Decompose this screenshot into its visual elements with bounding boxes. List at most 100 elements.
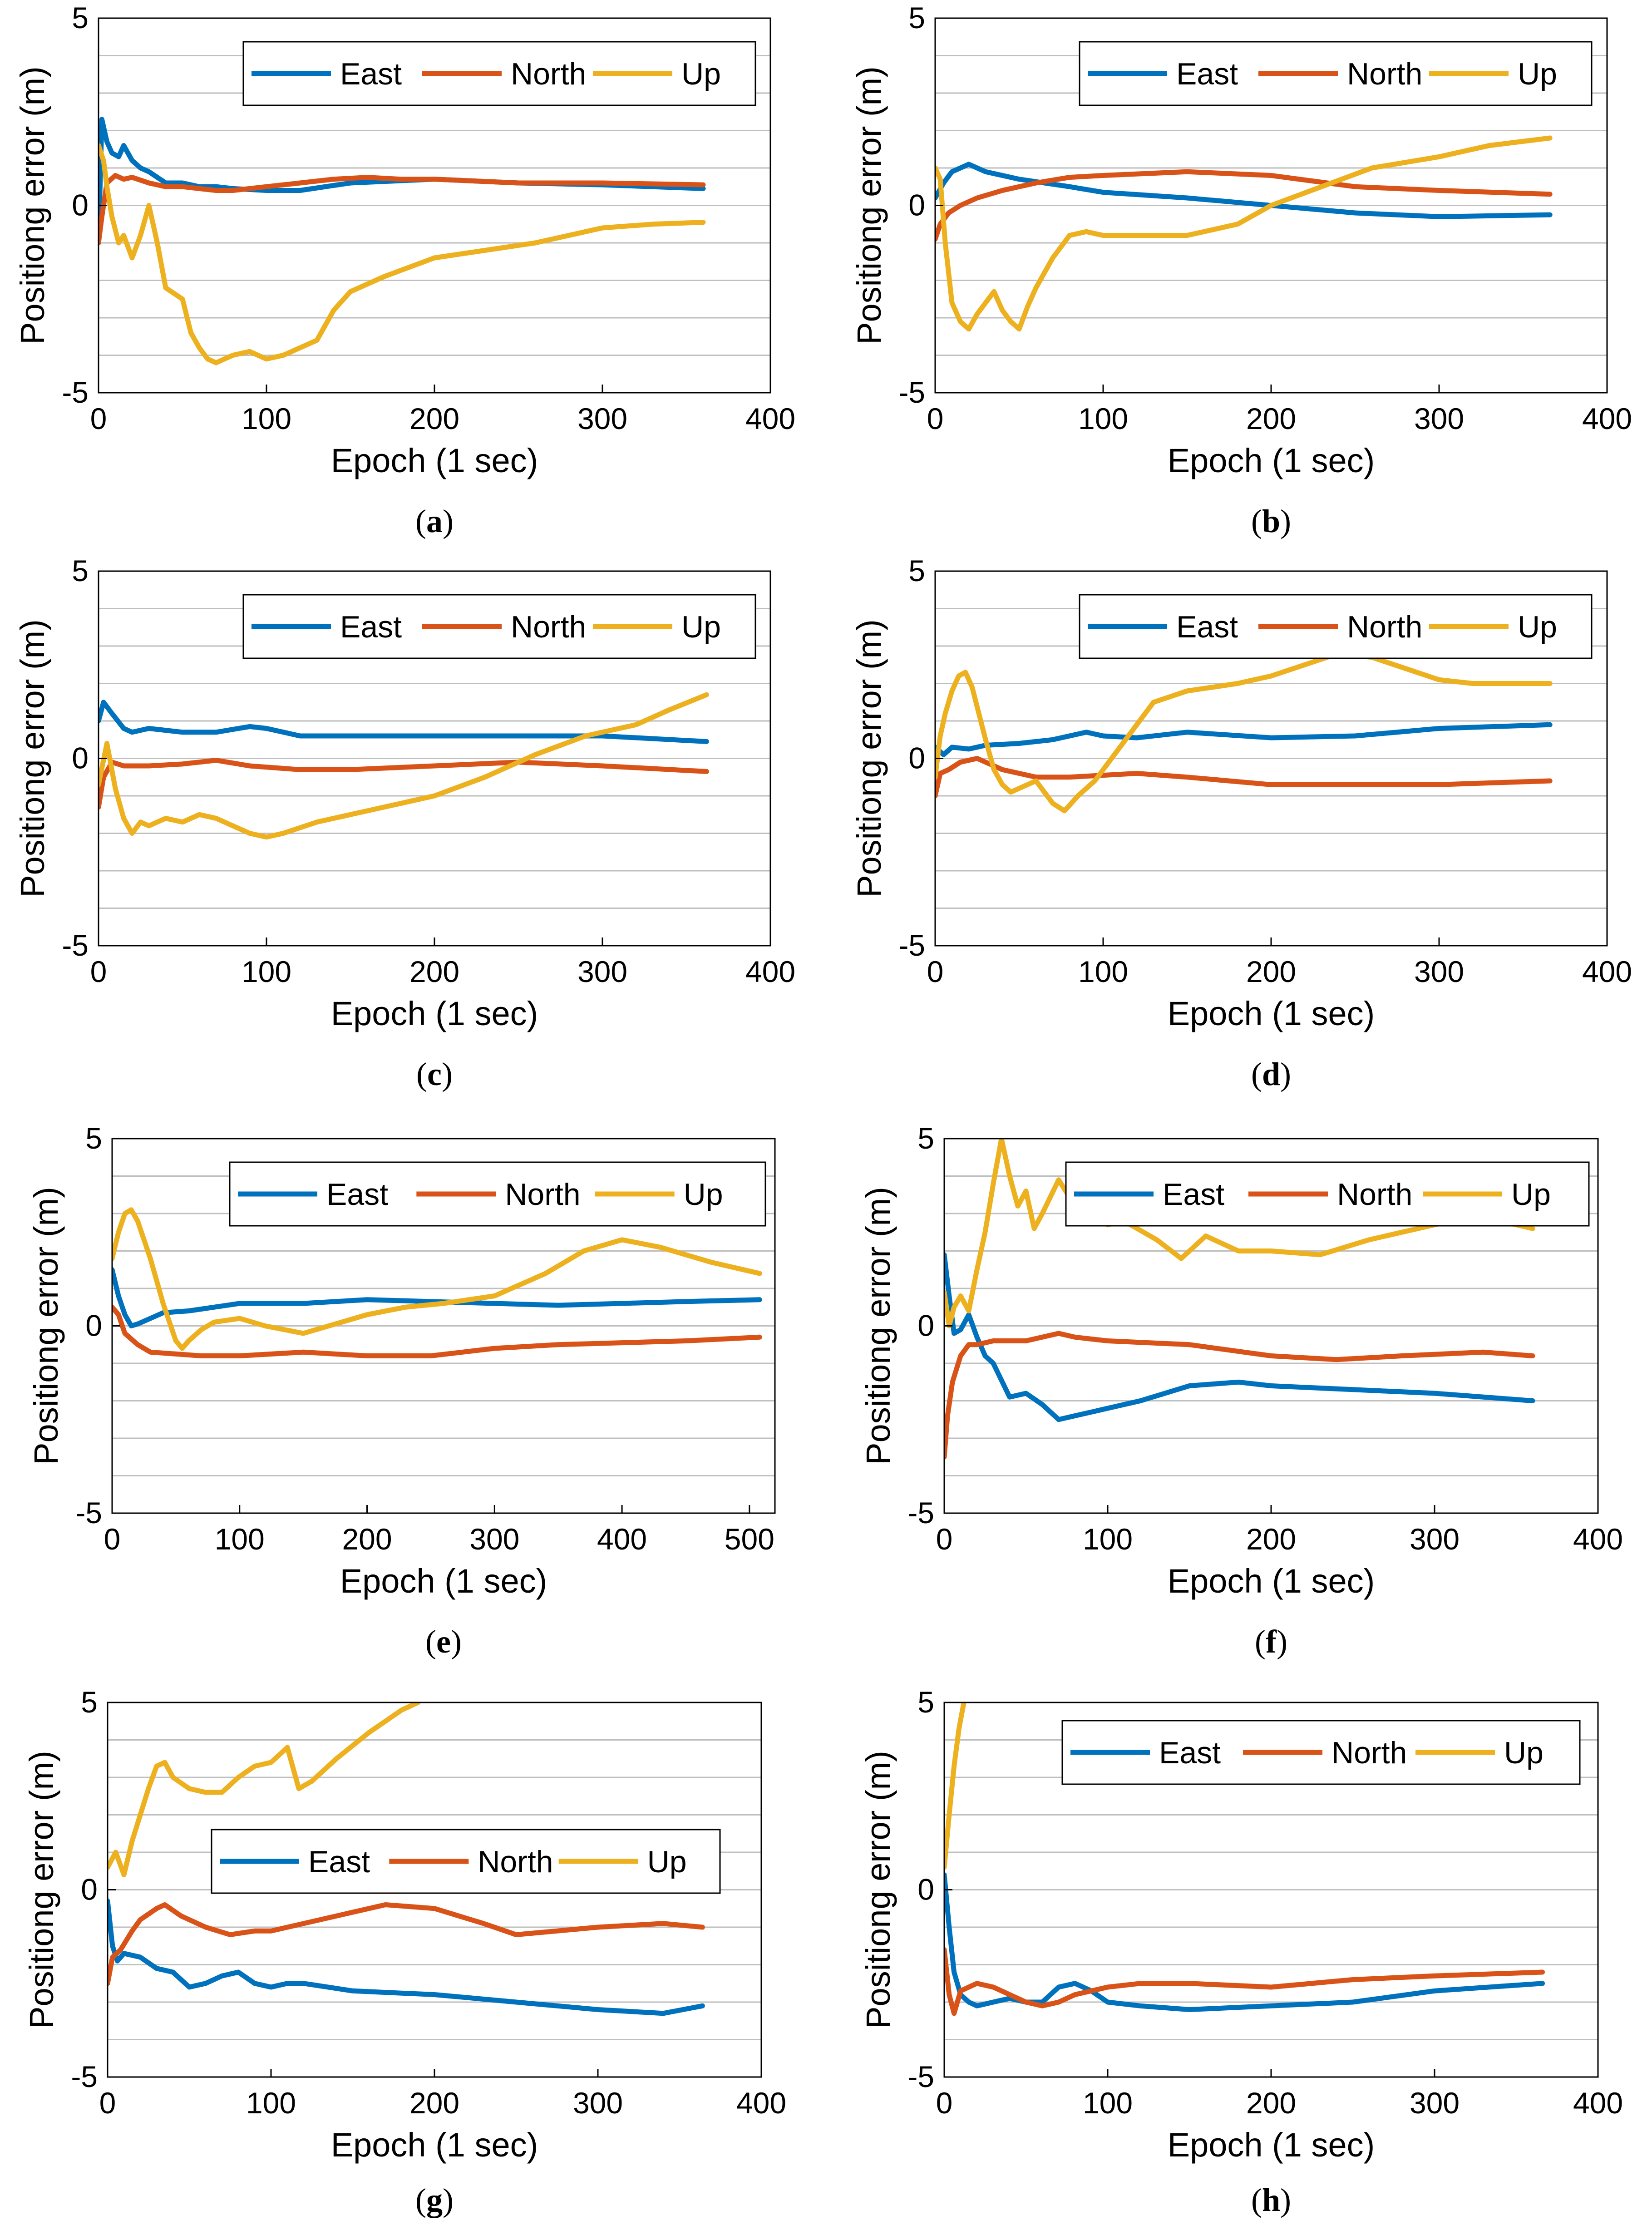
- y-tick-label: 5: [908, 1, 925, 35]
- series-line-north: [935, 169, 1553, 242]
- legend: East North Up: [242, 41, 756, 106]
- y-tick-label: -5: [898, 928, 925, 962]
- panel-caption: (g): [415, 2182, 454, 2218]
- y-axis-label: Positiong error (m): [14, 619, 51, 898]
- series-line-east: [935, 162, 1553, 219]
- y-axis-label: Positiong error (m): [27, 1187, 65, 1465]
- legend-label-east: East: [340, 610, 402, 644]
- y-axis-label: Positiong error (m): [14, 66, 51, 345]
- x-tick-label: 200: [1246, 955, 1296, 988]
- x-axis-label: Epoch (1 sec): [1168, 995, 1375, 1032]
- y-axis-label: Positiong error (m): [859, 1751, 897, 2029]
- series-line-up: [112, 1207, 762, 1351]
- y-tick-label: 5: [85, 1121, 102, 1155]
- y-tick-label: 0: [72, 741, 89, 775]
- x-tick-label: 400: [1573, 1522, 1623, 1556]
- legend-label-east: East: [340, 57, 402, 91]
- panel-caption: (h): [1251, 2182, 1291, 2218]
- legend-label-up: Up: [1511, 1177, 1551, 1212]
- x-tick-label: 200: [1246, 402, 1296, 435]
- x-tick-label: 200: [1246, 1522, 1296, 1556]
- panel-caption: (b): [1251, 503, 1291, 539]
- y-tick-label: 5: [917, 1685, 934, 1719]
- y-tick-label: 0: [908, 188, 925, 222]
- y-axis-label: Positiong error (m): [850, 66, 888, 345]
- legend-box: [229, 1161, 766, 1227]
- x-tick-label: 200: [409, 402, 459, 435]
- x-tick-label: 300: [577, 955, 627, 988]
- legend-label-north: North: [1347, 610, 1422, 644]
- y-tick-label: -5: [907, 2060, 934, 2093]
- x-axis-label: Epoch (1 sec): [331, 995, 538, 1032]
- series-line-north: [935, 756, 1553, 799]
- x-tick-label: 400: [1582, 402, 1632, 435]
- y-tick-label: 5: [917, 1121, 934, 1155]
- x-tick-label: 0: [90, 955, 107, 988]
- legend-label-north: North: [1337, 1177, 1412, 1212]
- series-line-east: [944, 1872, 1545, 2012]
- x-tick-label: 0: [90, 402, 107, 435]
- x-tick-label: 0: [927, 402, 944, 435]
- x-tick-label: 300: [1410, 1522, 1460, 1556]
- series-line-north: [99, 173, 706, 246]
- y-tick-label: 0: [917, 1873, 934, 1906]
- series-line-north: [108, 1902, 705, 1986]
- legend-label-east: East: [1176, 610, 1238, 644]
- legend-label-east: East: [308, 1845, 370, 1879]
- series-line-up: [99, 692, 709, 840]
- legend: East North Up: [211, 1829, 721, 1894]
- x-tick-label: 100: [1083, 2086, 1133, 2120]
- legend-label-north: North: [478, 1845, 553, 1879]
- y-tick-label: 0: [917, 1309, 934, 1342]
- x-tick-label: 500: [725, 1522, 774, 1556]
- x-tick-label: 100: [242, 955, 291, 988]
- x-tick-label: 300: [1414, 402, 1464, 435]
- x-tick-label: 300: [469, 1522, 519, 1556]
- y-tick-label: -5: [907, 1496, 934, 1530]
- x-tick-label: 100: [1078, 955, 1128, 988]
- legend-label-up: Up: [1518, 57, 1557, 91]
- x-tick-label: 300: [1414, 955, 1464, 988]
- legend: East North Up: [1079, 594, 1593, 659]
- x-axis-label: Epoch (1 sec): [331, 442, 538, 479]
- legend: East North Up: [1065, 1161, 1590, 1227]
- legend: East North Up: [242, 594, 756, 659]
- legend-label-up: Up: [684, 1177, 723, 1212]
- legend-label-north: North: [1347, 57, 1422, 91]
- x-tick-label: 300: [573, 2086, 623, 2120]
- panel-caption: (f): [1255, 1623, 1287, 1660]
- panel-caption: (d): [1251, 1056, 1291, 1092]
- series-line-north: [99, 758, 709, 810]
- series-line-east: [112, 1267, 762, 1328]
- legend-label-up: Up: [647, 1845, 687, 1879]
- legend-label-east: East: [326, 1177, 388, 1212]
- series-line-up: [944, 1702, 967, 1870]
- x-tick-label: 300: [1410, 2086, 1460, 2120]
- x-tick-label: 400: [597, 1522, 647, 1556]
- x-tick-label: 200: [409, 955, 459, 988]
- y-tick-label: 5: [908, 554, 925, 587]
- x-axis-label: Epoch (1 sec): [1168, 442, 1375, 479]
- legend-label-up: Up: [1518, 610, 1557, 644]
- panel-caption: (a): [415, 503, 454, 539]
- legend-label-north: North: [511, 57, 586, 91]
- y-axis-label: Positiong error (m): [850, 619, 888, 898]
- series-line-north: [944, 1331, 1535, 1460]
- legend: East North Up: [1061, 1720, 1581, 1785]
- y-tick-label: -5: [62, 928, 89, 962]
- legend: East North Up: [1079, 41, 1593, 106]
- series-line-north: [112, 1304, 762, 1358]
- y-tick-label: 0: [85, 1309, 102, 1342]
- series-line-east: [99, 700, 709, 744]
- x-tick-label: 300: [577, 402, 627, 435]
- panel-caption: (e): [425, 1623, 462, 1660]
- x-tick-label: 0: [936, 2086, 953, 2120]
- panel-caption: (c): [416, 1056, 453, 1092]
- legend-label-east: East: [1159, 1736, 1221, 1770]
- x-axis-label: Epoch (1 sec): [340, 1562, 547, 1600]
